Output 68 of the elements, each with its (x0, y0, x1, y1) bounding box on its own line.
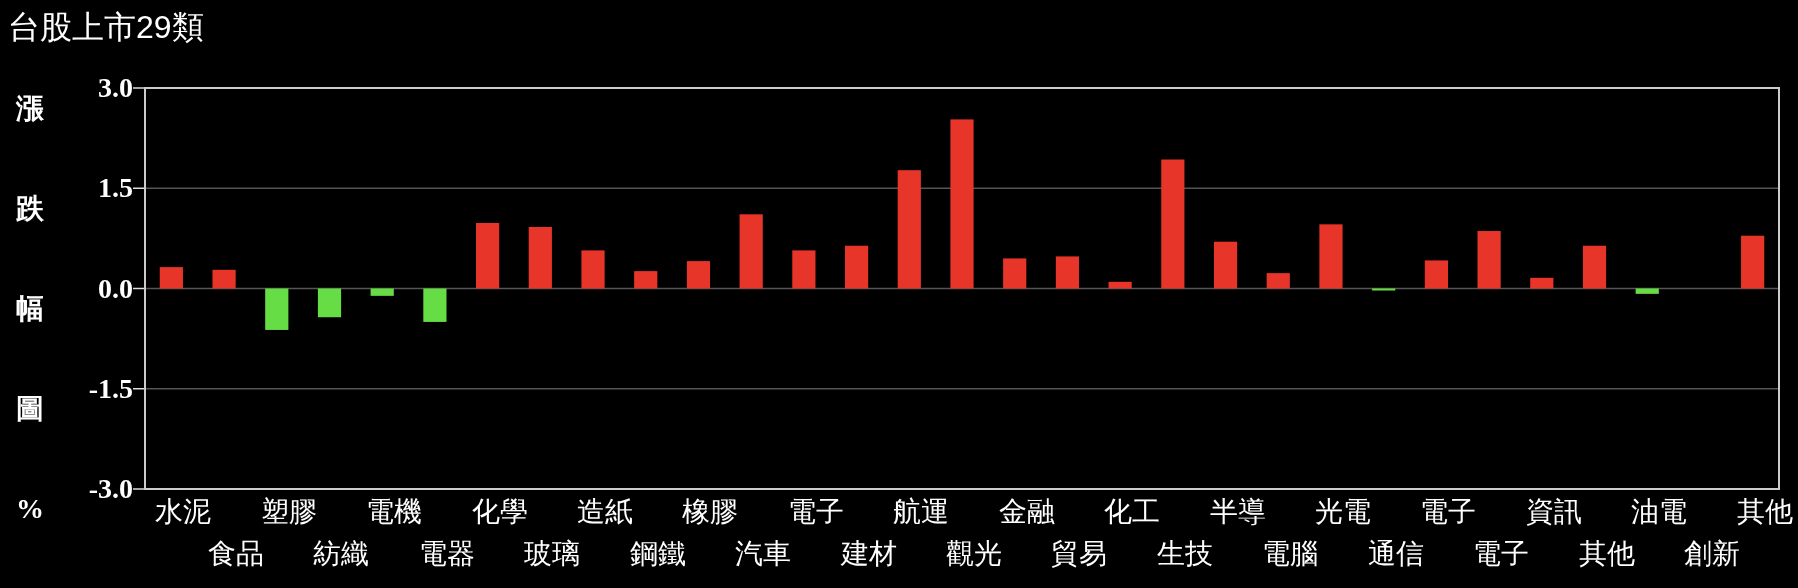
bar (528, 227, 552, 289)
bar (317, 288, 342, 318)
x-tick-label: 金融 (998, 496, 1055, 527)
text: 漲跌幅圖% (16, 93, 44, 524)
x-tick-label: 食品 (208, 538, 265, 569)
x-tick-label: 半導 (1209, 496, 1266, 527)
x-tick-label: 汽車 (735, 538, 792, 569)
bar (370, 288, 394, 296)
x-tick-label: 資訊 (1525, 496, 1582, 527)
bar (1003, 258, 1027, 289)
x-tick-label: 油電 (1631, 496, 1688, 527)
y-tick-label: -3.0 (88, 473, 133, 504)
x-tick-label: 其他 (1578, 538, 1635, 569)
x-tick-label: 貿易 (1051, 538, 1108, 569)
bar (844, 245, 869, 289)
bar (1372, 288, 1396, 291)
y-tick-label: 0.0 (98, 272, 133, 304)
x-tick-label: 通信 (1367, 538, 1424, 569)
x-tick-label: 建材 (839, 538, 897, 569)
bar (476, 223, 500, 289)
y-tick-label: 1.5 (98, 172, 133, 204)
bar (1424, 260, 1448, 289)
y-tick-label: -1.5 (88, 372, 133, 404)
x-tick-label: 電子 (1420, 496, 1477, 527)
x-tick-label: 觀光 (946, 538, 1002, 569)
x-tick-label: 化學 (471, 496, 528, 527)
bar (686, 261, 711, 289)
bar (792, 250, 816, 289)
bar (423, 288, 447, 322)
x-tick-label: 水泥 (155, 496, 212, 527)
bar (265, 288, 289, 330)
y-tick-label: 3.0 (98, 72, 133, 103)
bar (1266, 273, 1290, 289)
x-tick-label: 紡織 (313, 538, 370, 569)
x-tick-label: 生技 (1156, 538, 1213, 569)
x-tick-label: 電子 (1473, 538, 1530, 569)
bar (739, 214, 763, 289)
x-tick-label: 電子 (787, 496, 844, 527)
x-tick-label: 造紙 (577, 496, 634, 527)
x-tick-label: 鋼鐵 (629, 538, 686, 569)
x-tick-label: 航運 (893, 496, 950, 527)
bar (950, 119, 974, 289)
bar (159, 267, 183, 289)
bar (1319, 224, 1343, 289)
x-tick-label: 塑膠 (260, 496, 317, 527)
bar (1055, 256, 1080, 289)
bar (581, 250, 605, 289)
bar (1477, 231, 1501, 289)
bar (1108, 281, 1132, 289)
bar (1582, 245, 1607, 289)
bar (1741, 235, 1765, 289)
x-tick-label: 電器 (418, 538, 475, 569)
x-tick-label: 化工 (1104, 496, 1161, 527)
bar (1635, 288, 1659, 294)
x-tick-label: 玻璃 (524, 538, 581, 569)
x-tick-label: 電機 (366, 496, 423, 527)
chart-title: 台股上市29類 (8, 9, 204, 45)
bar (212, 269, 236, 289)
x-tick-label: 創新 (1683, 538, 1740, 569)
bar (897, 170, 921, 289)
bar (634, 271, 658, 289)
x-tick-label: 其他 (1736, 496, 1793, 527)
bar (1530, 277, 1554, 289)
bar (1161, 159, 1185, 289)
x-tick-label: 橡膠 (682, 496, 739, 527)
x-tick-label: 光電 (1314, 496, 1371, 527)
bar (1213, 241, 1238, 289)
x-tick-label: 電腦 (1262, 538, 1319, 569)
